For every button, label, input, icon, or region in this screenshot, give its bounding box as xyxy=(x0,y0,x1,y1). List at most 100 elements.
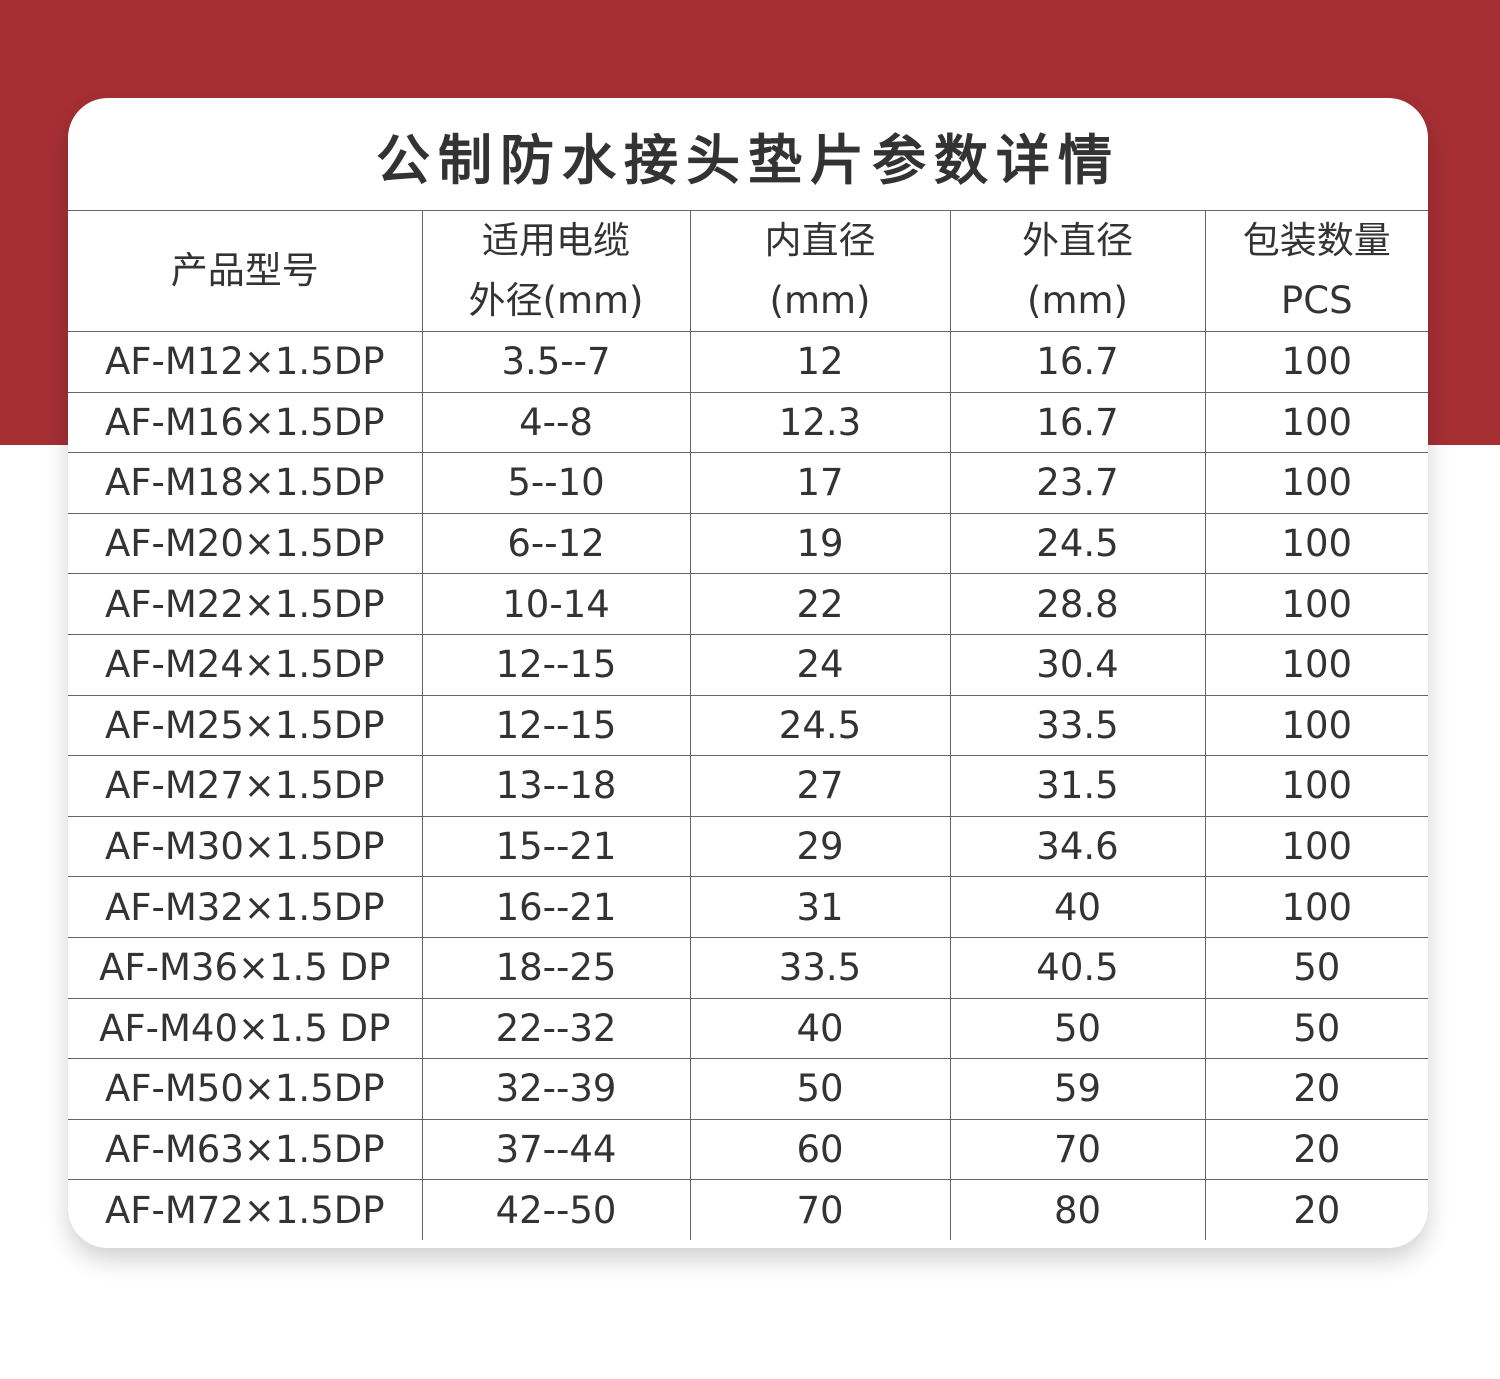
table-cell: 29 xyxy=(689,815,951,878)
table-row: AF-M32×1.5DP 16--21 31 40 100 xyxy=(68,876,1428,938)
table-cell: 22 xyxy=(689,573,951,635)
table-cell: 70 xyxy=(949,1118,1206,1181)
table-cell: 59 xyxy=(949,1058,1206,1120)
table-cell: 23.7 xyxy=(949,452,1206,514)
table-cell: 30.4 xyxy=(949,633,1206,696)
table-cell: 100 xyxy=(1204,633,1428,696)
table-cell: AF-M32×1.5DP xyxy=(68,876,423,938)
table-cell: 16.7 xyxy=(949,331,1206,393)
table-cell: 15--21 xyxy=(421,815,691,878)
table-row: AF-M36×1.5 DP 18--25 33.5 40.5 50 xyxy=(68,936,1428,999)
table-row: AF-M18×1.5DP 5--10 17 23.7 100 xyxy=(68,452,1428,514)
table-row: AF-M24×1.5DP 12--15 24 30.4 100 xyxy=(68,633,1428,696)
table-cell: 20 xyxy=(1204,1058,1428,1120)
column-header: 外直径 (mm) xyxy=(949,210,1206,332)
table-cell: 100 xyxy=(1204,452,1428,514)
table-cell: AF-M40×1.5 DP xyxy=(68,997,423,1060)
table-cell: 100 xyxy=(1204,694,1428,757)
table-cell: 12 xyxy=(689,331,951,393)
header-line: 产品型号 xyxy=(170,249,319,292)
table-cell: AF-M72×1.5DP xyxy=(68,1179,423,1240)
table-cell: 100 xyxy=(1204,573,1428,635)
table-cell: 100 xyxy=(1204,755,1428,817)
table-row: AF-M16×1.5DP 4--8 12.3 16.7 100 xyxy=(68,391,1428,454)
table-cell: AF-M20×1.5DP xyxy=(68,512,423,575)
table-cell: 16.7 xyxy=(949,391,1206,454)
table-row: AF-M25×1.5DP 12--15 24.5 33.5 100 xyxy=(68,694,1428,757)
table-cell: 33.5 xyxy=(949,694,1206,757)
table-cell: AF-M24×1.5DP xyxy=(68,633,423,696)
table-cell: 13--18 xyxy=(421,755,691,817)
table-cell: AF-M22×1.5DP xyxy=(68,573,423,635)
spec-table: 产品型号 适用电缆 外径(mm) 内直径 (mm) 外直径 (mm) 包装数量 PCS AF-M… xyxy=(68,210,1428,1240)
table-cell: 100 xyxy=(1204,512,1428,575)
table-row: AF-M20×1.5DP 6--12 19 24.5 100 xyxy=(68,512,1428,575)
header-line: (mm) xyxy=(769,279,871,322)
header-line: 外径(mm) xyxy=(468,279,644,322)
table-cell: 20 xyxy=(1204,1118,1428,1181)
table-row: AF-M27×1.5DP 13--18 27 31.5 100 xyxy=(68,755,1428,817)
table-cell: 100 xyxy=(1204,331,1428,393)
table-cell: 20 xyxy=(1204,1179,1428,1240)
table-cell: 31 xyxy=(689,876,951,938)
table-cell: AF-M36×1.5 DP xyxy=(68,936,423,999)
header-line: PCS xyxy=(1280,279,1353,322)
title: 公制防水接头垫片参数详情 xyxy=(376,129,1120,192)
column-header: 产品型号 xyxy=(68,210,423,332)
table-cell: AF-M30×1.5DP xyxy=(68,815,423,878)
table-cell: 50 xyxy=(1204,936,1428,999)
table-cell: 32--39 xyxy=(421,1058,691,1120)
table-cell: 28.8 xyxy=(949,573,1206,635)
table-cell: 60 xyxy=(689,1118,951,1181)
table-cell: AF-M18×1.5DP xyxy=(68,452,423,514)
table-cell: 12.3 xyxy=(689,391,951,454)
column-header: 内直径 (mm) xyxy=(689,210,951,332)
table-cell: 12--15 xyxy=(421,694,691,757)
table-row: AF-M22×1.5DP 10-14 22 28.8 100 xyxy=(68,573,1428,635)
table-cell: AF-M50×1.5DP xyxy=(68,1058,423,1120)
table-cell: 42--50 xyxy=(421,1179,691,1240)
header-line: (mm) xyxy=(1027,279,1128,322)
table-cell: AF-M16×1.5DP xyxy=(68,391,423,454)
table-cell: 33.5 xyxy=(689,936,951,999)
table-cell: 50 xyxy=(949,997,1206,1060)
table-row: AF-M12×1.5DP 3.5--7 12 16.7 100 xyxy=(68,331,1428,393)
table-cell: AF-M12×1.5DP xyxy=(68,331,423,393)
header-line: 外直径 xyxy=(1022,219,1133,262)
table-cell: 19 xyxy=(689,512,951,575)
table-cell: 50 xyxy=(1204,997,1428,1060)
header-line: 包装数量 xyxy=(1242,219,1391,262)
column-header: 包装数量 PCS xyxy=(1204,210,1428,332)
card: 公制防水接头垫片参数详情 产品型号 适用电缆 外径(mm) 内直径 (mm) 外直径 (mm… xyxy=(68,98,1428,1248)
table-cell: 24.5 xyxy=(949,512,1206,575)
table-cell: 12--15 xyxy=(421,633,691,696)
table-row: AF-M40×1.5 DP 22--32 40 50 50 xyxy=(68,997,1428,1060)
table-cell: 70 xyxy=(689,1179,951,1240)
table-row: AF-M50×1.5DP 32--39 50 59 20 xyxy=(68,1058,1428,1120)
table-cell: 50 xyxy=(689,1058,951,1120)
table-row: AF-M63×1.5DP 37--44 60 70 20 xyxy=(68,1118,1428,1181)
table-cell: 10-14 xyxy=(421,573,691,635)
table-cell: AF-M25×1.5DP xyxy=(68,694,423,757)
table-cell: 18--25 xyxy=(421,936,691,999)
table-cell: 17 xyxy=(689,452,951,514)
table-cell: 24.5 xyxy=(689,694,951,757)
table-row: AF-M72×1.5DP 42--50 70 80 20 xyxy=(68,1179,1428,1240)
table-cell: 37--44 xyxy=(421,1118,691,1181)
table-cell: 40 xyxy=(949,876,1206,938)
table-cell: 3.5--7 xyxy=(421,331,691,393)
table-cell: 27 xyxy=(689,755,951,817)
table-cell: 100 xyxy=(1204,876,1428,938)
table-cell: 34.6 xyxy=(949,815,1206,878)
table-cell: 100 xyxy=(1204,815,1428,878)
header-line: 内直径 xyxy=(764,219,876,262)
table-cell: 40 xyxy=(689,997,951,1060)
table-cell: 80 xyxy=(949,1179,1206,1240)
table-cell: 31.5 xyxy=(949,755,1206,817)
table-cell: 22--32 xyxy=(421,997,691,1060)
table-cell: 40.5 xyxy=(949,936,1206,999)
table-cell: 16--21 xyxy=(421,876,691,938)
table-cell: 5--10 xyxy=(421,452,691,514)
table-cell: 4--8 xyxy=(421,391,691,454)
